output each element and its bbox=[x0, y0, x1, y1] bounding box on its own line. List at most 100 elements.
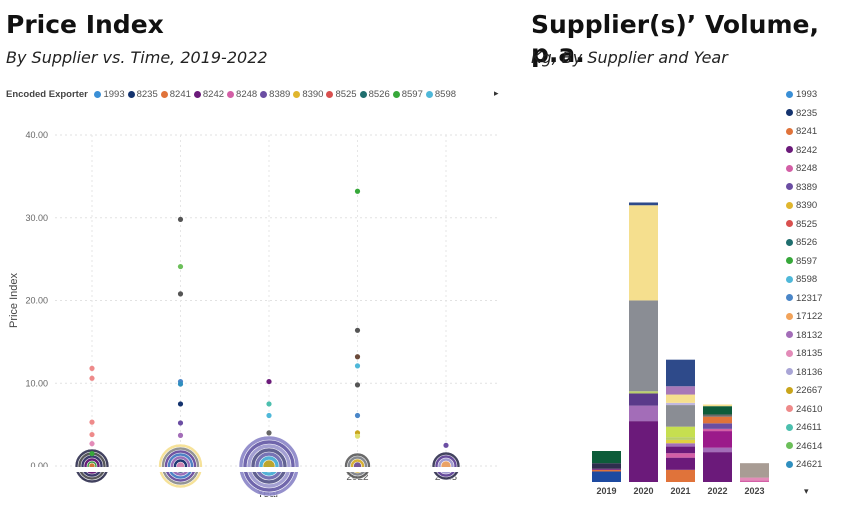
bar-segment[interactable] bbox=[740, 477, 769, 481]
stacked-bar-2019[interactable] bbox=[592, 451, 621, 482]
legend-item-1993[interactable]: 1993 bbox=[786, 89, 822, 108]
data-point[interactable] bbox=[177, 432, 184, 438]
bar-segment[interactable] bbox=[592, 469, 621, 472]
legend-item-24611[interactable]: 24611 bbox=[786, 422, 822, 441]
legend-item-24621[interactable]: 24621 bbox=[786, 459, 822, 478]
baseline-bubble-cluster-2023[interactable] bbox=[431, 451, 461, 481]
legend-item-8390[interactable]: 8390 bbox=[293, 89, 323, 100]
legend-item-8525[interactable]: 8525 bbox=[326, 89, 357, 100]
data-point[interactable] bbox=[89, 450, 95, 457]
bar-segment[interactable] bbox=[703, 423, 732, 429]
baseline-bubble-cluster-2019[interactable] bbox=[74, 448, 110, 484]
data-point[interactable] bbox=[354, 433, 361, 439]
bar-segment[interactable] bbox=[629, 405, 658, 422]
bar-segment[interactable] bbox=[703, 406, 732, 415]
data-point[interactable] bbox=[177, 420, 184, 426]
data-point[interactable] bbox=[443, 442, 449, 448]
bar-segment[interactable] bbox=[629, 202, 658, 206]
legend-item-18136[interactable]: 18136 bbox=[786, 367, 822, 386]
legend-item-8525[interactable]: 8525 bbox=[786, 219, 822, 238]
bar-segment[interactable] bbox=[666, 453, 695, 458]
bar-segment[interactable] bbox=[703, 428, 732, 432]
bar-segment[interactable] bbox=[740, 463, 769, 478]
bar-segment[interactable] bbox=[740, 480, 769, 482]
data-point[interactable] bbox=[354, 363, 361, 369]
legend-item-8235[interactable]: 8235 bbox=[786, 108, 822, 127]
legend-item-18132[interactable]: 18132 bbox=[786, 330, 822, 349]
data-point[interactable] bbox=[354, 327, 361, 333]
bar-segment[interactable] bbox=[666, 437, 695, 440]
legend-item-8248[interactable]: 8248 bbox=[227, 89, 257, 100]
legend-item-18135[interactable]: 18135 bbox=[786, 348, 822, 367]
bar-segment[interactable] bbox=[629, 300, 658, 392]
legend-item-8526[interactable]: 8526 bbox=[786, 237, 822, 256]
legend-item-8241[interactable]: 8241 bbox=[786, 126, 822, 145]
bar-segment[interactable] bbox=[666, 457, 695, 470]
baseline-bubble-cluster-2020[interactable] bbox=[158, 443, 203, 489]
legend-item-22667[interactable]: 22667 bbox=[786, 385, 822, 404]
data-point[interactable] bbox=[354, 382, 361, 388]
data-point[interactable] bbox=[266, 378, 272, 385]
legend-item-24610[interactable]: 24610 bbox=[786, 404, 822, 423]
data-point[interactable] bbox=[89, 419, 95, 425]
data-point[interactable] bbox=[89, 431, 95, 438]
legend-item-8235[interactable]: 8235 bbox=[127, 89, 158, 100]
data-point[interactable] bbox=[89, 365, 95, 371]
legend-item-8597[interactable]: 8597 bbox=[392, 89, 423, 100]
bar-segment[interactable] bbox=[592, 468, 621, 470]
legend-item-8598[interactable]: 8598 bbox=[786, 274, 822, 293]
bar-segment[interactable] bbox=[592, 463, 621, 469]
bar-segment[interactable] bbox=[666, 359, 695, 387]
legend-item-12317[interactable]: 12317 bbox=[786, 293, 822, 312]
bar-segment[interactable] bbox=[703, 447, 732, 453]
legend-item-8389[interactable]: 8389 bbox=[786, 182, 822, 201]
data-point[interactable] bbox=[89, 375, 95, 381]
legend-item-8390[interactable]: 8390 bbox=[786, 200, 822, 219]
data-point[interactable] bbox=[177, 216, 184, 223]
bar-segment[interactable] bbox=[629, 391, 658, 394]
legend-item-8389[interactable]: 8389 bbox=[260, 89, 290, 100]
data-point[interactable] bbox=[89, 441, 95, 447]
legend-item-8597[interactable]: 8597 bbox=[786, 256, 822, 275]
bar-segment[interactable] bbox=[592, 451, 621, 464]
stacked-bar-2021[interactable] bbox=[666, 359, 695, 482]
bar-segment[interactable] bbox=[629, 205, 658, 301]
bar-segment[interactable] bbox=[666, 443, 695, 447]
legend-item-8242[interactable]: 8242 bbox=[786, 145, 822, 164]
stacked-bar-2022[interactable] bbox=[703, 404, 732, 482]
bar-segment[interactable] bbox=[592, 471, 621, 482]
legend-item-1993[interactable]: 1993 bbox=[94, 89, 125, 100]
bar-segment[interactable] bbox=[703, 414, 732, 417]
bar-segment[interactable] bbox=[666, 469, 695, 482]
stacked-bar-2020[interactable] bbox=[629, 202, 658, 482]
legend-item-8526[interactable]: 8526 bbox=[359, 89, 390, 100]
bar-segment[interactable] bbox=[666, 439, 695, 444]
bar-segment[interactable] bbox=[666, 446, 695, 454]
legend-item-17122[interactable]: 17122 bbox=[786, 311, 822, 330]
data-point[interactable] bbox=[354, 354, 361, 360]
data-point[interactable] bbox=[266, 401, 272, 407]
baseline-bubble-cluster-2021[interactable] bbox=[238, 435, 300, 497]
bar-segment[interactable] bbox=[666, 405, 695, 427]
caret-down-icon[interactable]: ▾ bbox=[804, 486, 809, 496]
bar-segment[interactable] bbox=[666, 426, 695, 438]
legend-item-8242[interactable]: 8242 bbox=[193, 89, 224, 100]
data-point[interactable] bbox=[354, 188, 361, 194]
bar-segment[interactable] bbox=[703, 431, 732, 448]
legend-item-8248[interactable]: 8248 bbox=[786, 163, 822, 182]
baseline-bubble-cluster-2022[interactable] bbox=[344, 452, 371, 480]
legend-item-8241[interactable]: 8241 bbox=[160, 89, 191, 100]
legend-item-24614[interactable]: 24614 bbox=[786, 441, 822, 460]
bar-segment[interactable] bbox=[629, 421, 658, 482]
bar-segment[interactable] bbox=[666, 394, 695, 403]
bar-segment[interactable] bbox=[703, 416, 732, 424]
bar-segment[interactable] bbox=[666, 402, 695, 406]
bar-segment[interactable] bbox=[666, 386, 695, 395]
data-point[interactable] bbox=[177, 291, 184, 297]
bar-segment[interactable] bbox=[703, 404, 732, 407]
bar-segment[interactable] bbox=[703, 452, 732, 482]
legend-item-8598[interactable]: 8598 bbox=[425, 89, 456, 100]
caret-right-icon[interactable]: ▸ bbox=[494, 88, 499, 98]
data-point[interactable] bbox=[177, 381, 184, 387]
data-point[interactable] bbox=[177, 401, 184, 407]
